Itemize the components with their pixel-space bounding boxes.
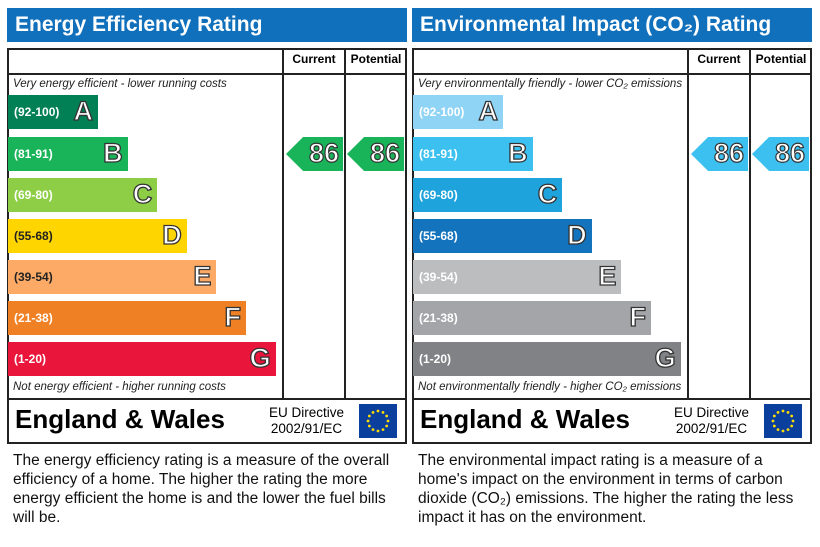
top-note: Very environmentally friendly - lower CO… — [418, 78, 683, 90]
potential-rating-arrow: 86 — [347, 137, 404, 171]
band-letter: C — [132, 178, 153, 209]
eu-flag-icon — [359, 404, 397, 438]
description: The environmental impact rating is a mea… — [418, 452, 794, 526]
band-range: (81-91) — [14, 147, 53, 161]
band-bar-d: (55-68) D — [8, 219, 187, 253]
band-range: (39-54) — [14, 270, 53, 284]
band-bar-a: (92-100) A — [413, 95, 503, 129]
eu-directive: EU Directive 2002/91/EC — [269, 405, 344, 437]
bottom-note: Not environmentally friendly - higher CO… — [418, 381, 682, 393]
directive-line: EU Directive — [269, 405, 345, 420]
band-letter: C — [537, 178, 558, 209]
band-letter: F — [224, 301, 242, 332]
band-range: (39-54) — [419, 270, 458, 284]
top-note: Very energy efficient - lower running co… — [13, 78, 227, 90]
eu-directive: EU Directive 2002/91/EC — [674, 405, 749, 437]
band-range: (69-80) — [419, 188, 458, 202]
divider — [7, 398, 407, 400]
band-letter: G — [249, 342, 271, 373]
band-bar-e: (39-54) E — [8, 260, 217, 294]
band-range: (81-91) — [419, 147, 458, 161]
directive-number: 2002/91/EC — [270, 421, 343, 436]
band-letter: E — [193, 260, 212, 291]
band-bar-f: (21-38) F — [413, 301, 651, 335]
divider — [412, 73, 812, 75]
band-range: (1-20) — [419, 352, 452, 366]
band-range: (1-20) — [14, 352, 47, 366]
directive-line: EU Directive — [674, 405, 750, 420]
divider — [749, 48, 751, 400]
band-letter: E — [598, 260, 617, 291]
band-letter: B — [507, 137, 528, 168]
potential-column-header: Potential — [350, 52, 402, 66]
energy-efficiency-panel: Energy Efficiency Rating Current Potenti… — [7, 0, 409, 547]
band-bar-a: (92-100) A — [8, 95, 98, 129]
band-range: (92-100) — [419, 105, 465, 119]
current-rating-value: 86 — [308, 137, 339, 168]
band-letter: G — [654, 342, 676, 373]
band-letter: D — [567, 219, 588, 250]
band-bar-g: (1-20) G — [413, 342, 681, 376]
band-range: (92-100) — [14, 105, 60, 119]
divider — [282, 48, 284, 400]
band-bar-e: (39-54) E — [413, 260, 622, 294]
band-bar-d: (55-68) D — [413, 219, 592, 253]
band-letter: B — [102, 137, 123, 168]
divider — [344, 48, 346, 400]
band-bar-c: (69-80) C — [8, 178, 158, 212]
bottom-note: Not energy efficient - higher running co… — [13, 381, 226, 393]
band-bar-f: (21-38) F — [8, 301, 246, 335]
divider — [7, 73, 407, 75]
potential-rating-value: 86 — [774, 137, 805, 168]
divider — [412, 398, 812, 400]
band-range: (69-80) — [14, 188, 53, 202]
band-letter: A — [73, 95, 94, 126]
band-letter: F — [629, 301, 647, 332]
region-label: England & Wales — [420, 404, 630, 434]
panel-title: Environmental Impact (CO₂) Rating — [412, 8, 812, 42]
band-bar-g: (1-20) G — [8, 342, 276, 376]
band-bar-c: (69-80) C — [413, 178, 563, 212]
band-letter: A — [478, 95, 499, 126]
current-rating-value: 86 — [713, 137, 744, 168]
potential-rating-value: 86 — [369, 137, 400, 168]
band-range: (21-38) — [419, 311, 458, 325]
panel-title: Energy Efficiency Rating — [7, 8, 407, 42]
directive-number: 2002/91/EC — [675, 421, 748, 436]
band-range: (21-38) — [14, 311, 53, 325]
current-column-header: Current — [697, 52, 741, 66]
current-column-header: Current — [292, 52, 336, 66]
potential-column-header: Potential — [755, 52, 807, 66]
band-bar-b: (81-91) B — [413, 137, 533, 171]
band-range: (55-68) — [14, 229, 53, 243]
environmental-impact-panel: Environmental Impact (CO₂) Rating Curren… — [412, 0, 814, 547]
band-bar-b: (81-91) B — [8, 137, 128, 171]
eu-flag-icon — [764, 404, 802, 438]
description: The energy efficiency rating is a measur… — [13, 452, 390, 526]
divider — [687, 48, 689, 400]
region-label: England & Wales — [15, 404, 225, 434]
band-letter: D — [162, 219, 183, 250]
band-range: (55-68) — [419, 229, 458, 243]
